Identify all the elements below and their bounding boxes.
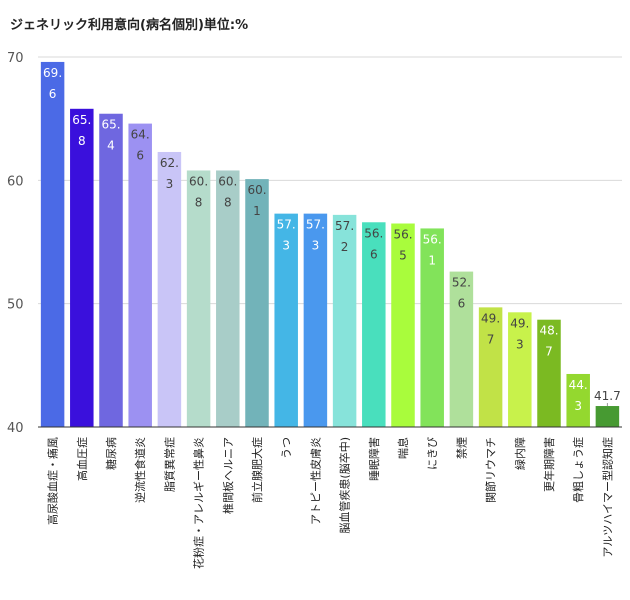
data-label: 8 (78, 134, 86, 148)
data-label: 3 (516, 337, 524, 351)
bar (186, 170, 211, 427)
data-label: 57. (306, 218, 325, 232)
data-label: 8 (195, 195, 203, 209)
bar (332, 214, 357, 427)
data-label: 56. (423, 232, 442, 246)
data-label: 6 (49, 87, 57, 101)
category-label: 緑内障 (513, 437, 527, 470)
bar (245, 179, 269, 427)
data-labels: 69. 6 65. 8 65. 4 64. 6 62. 3 60. 8 60. 8 60. 1 57. 3 57. 3… (43, 66, 621, 413)
category-label: 椎間板ヘルニア (221, 437, 235, 514)
data-label: 65. (101, 118, 120, 132)
data-label: 48. (539, 324, 558, 338)
bar (216, 170, 240, 427)
data-label: 62. (160, 156, 179, 170)
category-label: 糖尿病 (104, 437, 118, 470)
bar (274, 213, 298, 427)
bar (391, 223, 415, 427)
category-label: にきび (426, 437, 439, 470)
data-label: 49. (481, 311, 500, 325)
bar (128, 123, 152, 427)
chart-title: ジェネリック利用意向(病名個別)単位:% (10, 18, 249, 33)
bar (420, 228, 444, 427)
category-label: 更年期障害 (542, 437, 556, 492)
bar (537, 319, 561, 427)
category-label: 禁煙 (455, 437, 468, 459)
data-label: 49. (510, 316, 529, 330)
y-tick-label: 70 (7, 51, 24, 66)
category-label: 花粉症・アレルギー性鼻炎 (192, 437, 206, 569)
data-label: 60. (247, 183, 266, 197)
bar (478, 307, 503, 427)
data-label: 41.7 (594, 389, 621, 403)
data-label: 3 (282, 239, 290, 253)
data-label: 2 (341, 240, 349, 254)
category-label: 高尿酸血症・痛風 (46, 437, 60, 525)
bar (303, 213, 328, 427)
bar (449, 271, 474, 427)
category-label: 高血圧症 (75, 437, 89, 481)
data-label: 60. (218, 174, 237, 188)
data-label: 3 (166, 177, 174, 191)
data-label: 7 (545, 345, 553, 359)
category-label: 脳血管疾患(脳卒中) (338, 437, 352, 534)
data-label: 3 (574, 399, 582, 413)
bar (157, 151, 182, 427)
data-label: 6 (370, 247, 378, 261)
data-label: 7 (487, 332, 495, 346)
y-axis-ticks: 40 50 60 70 (7, 51, 24, 436)
data-label: 64. (131, 128, 150, 142)
data-label: 1 (428, 253, 436, 267)
category-label: 脂質異常症 (162, 437, 176, 492)
y-tick-label: 60 (7, 174, 24, 189)
data-label: 3 (312, 239, 320, 253)
bars (40, 61, 620, 428)
data-label: 52. (452, 276, 471, 290)
category-label: 関節リウマチ (484, 437, 498, 503)
data-label: 6 (136, 149, 144, 163)
category-labels: 高尿酸血症・痛風 高血圧症 糖尿病 逆流性食道炎 脂質異常症 花粉症・アレルギー性鼻炎 椎間… (46, 437, 615, 569)
data-label: 5 (399, 249, 407, 263)
bar (40, 61, 65, 427)
bar (99, 113, 123, 427)
data-label: 69. (43, 66, 62, 80)
bar (566, 373, 590, 427)
category-label: 喘息 (396, 437, 410, 459)
bar (595, 406, 620, 427)
data-label: 1 (253, 204, 261, 218)
data-label: 57. (335, 219, 354, 233)
bar (70, 108, 94, 428)
category-label: アトピー性皮膚炎 (308, 437, 322, 525)
y-tick-label: 40 (7, 421, 24, 436)
bar (362, 222, 386, 427)
data-label: 60. (189, 174, 208, 188)
data-label: 44. (569, 378, 588, 392)
data-label: 56. (364, 226, 383, 240)
data-label: 8 (224, 195, 232, 209)
y-tick-label: 50 (7, 298, 24, 313)
category-label: アルツハイマー型認知症 (600, 437, 614, 558)
gridlines (38, 56, 622, 305)
category-label: うつ (280, 437, 293, 459)
data-label: 65. (72, 113, 91, 127)
category-label: 睡眠障害 (367, 437, 381, 481)
bar (508, 312, 532, 427)
category-label: 骨粗しょう症 (571, 437, 585, 503)
category-label: 前立腺肥大症 (250, 437, 264, 503)
data-label: 57. (277, 218, 296, 232)
category-label: 逆流性食道炎 (133, 437, 147, 503)
data-label: 4 (107, 139, 115, 153)
data-label: 6 (458, 297, 466, 311)
data-label: 56. (393, 228, 412, 242)
